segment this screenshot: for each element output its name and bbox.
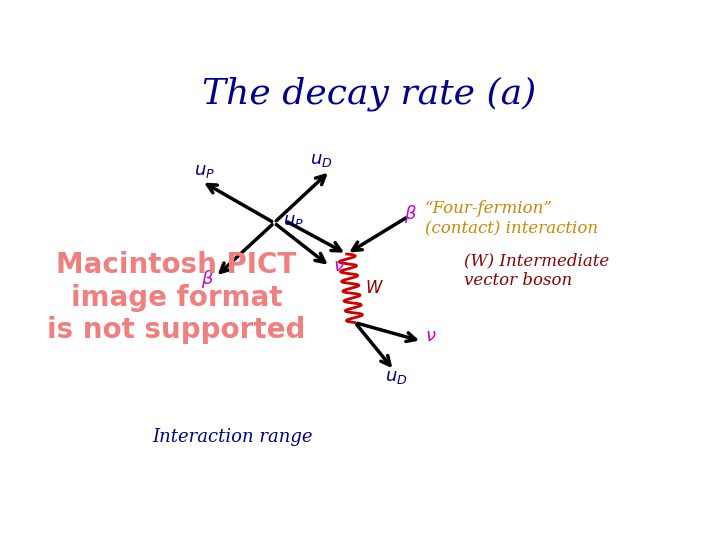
Text: $W$: $W$ xyxy=(365,280,384,297)
Text: $\beta$: $\beta$ xyxy=(201,268,214,290)
Text: Interaction range: Interaction range xyxy=(152,428,312,446)
Text: $\beta$: $\beta$ xyxy=(405,204,418,226)
Text: $u_P$: $u_P$ xyxy=(194,162,215,180)
Text: Macintosh PICT
image format
is not supported: Macintosh PICT image format is not suppo… xyxy=(48,251,306,344)
Text: $u_D$: $u_D$ xyxy=(310,151,333,170)
Text: $u_D$: $u_D$ xyxy=(384,368,407,387)
Text: $\nu$: $\nu$ xyxy=(333,258,344,275)
Text: $u_P$: $u_P$ xyxy=(283,212,304,230)
Text: “Four-fermion”
(contact) interaction: “Four-fermion” (contact) interaction xyxy=(425,200,598,237)
Text: $\nu$: $\nu$ xyxy=(425,327,436,345)
Text: (W) Intermediate
vector boson: (W) Intermediate vector boson xyxy=(464,252,609,289)
Text: The decay rate (a): The decay rate (a) xyxy=(202,77,536,111)
